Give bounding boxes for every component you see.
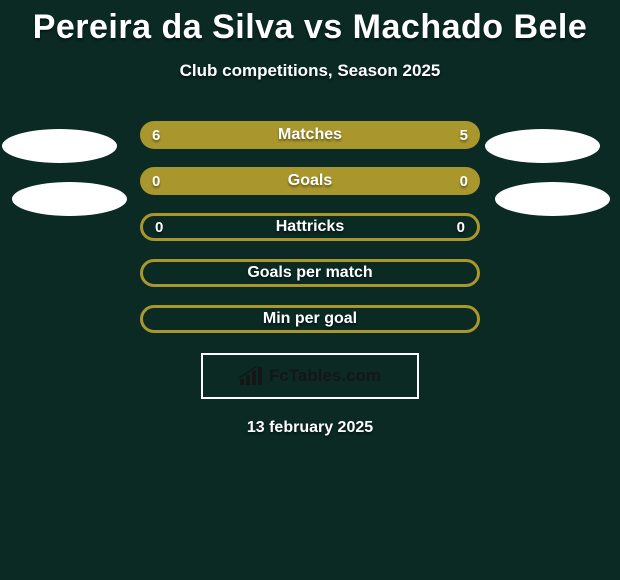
stat-label: Min per goal — [143, 308, 477, 330]
stat-label: Goals per match — [143, 262, 477, 284]
stat-row-hattricks: 0 Hattricks 0 — [140, 213, 480, 241]
stats-area: 6 Matches 5 0 Goals 0 0 Hattricks 0 Goal… — [0, 121, 620, 437]
date-label: 13 february 2025 — [0, 419, 620, 437]
brand-text: FcTables.com — [269, 366, 381, 386]
stat-label: Matches — [140, 121, 480, 149]
team-right-badge-1 — [485, 129, 600, 163]
stat-right-value: 0 — [457, 216, 465, 238]
stat-label: Goals — [140, 167, 480, 195]
page-title: Pereira da Silva vs Machado Bele — [0, 0, 620, 47]
team-left-badge-1 — [2, 129, 117, 163]
subtitle: Club competitions, Season 2025 — [0, 61, 620, 81]
stat-row-min-per-goal: Min per goal — [140, 305, 480, 333]
team-right-badge-2 — [495, 182, 610, 216]
stat-right-value: 0 — [460, 167, 468, 195]
stat-row-goals-per-match: Goals per match — [140, 259, 480, 287]
team-left-badge-2 — [12, 182, 127, 216]
stat-row-goals: 0 Goals 0 — [140, 167, 480, 195]
stat-label: Hattricks — [143, 216, 477, 238]
stat-row-matches: 6 Matches 5 — [140, 121, 480, 149]
stat-right-value: 5 — [460, 121, 468, 149]
bar-chart-icon — [239, 366, 263, 386]
brand-box: FcTables.com — [201, 353, 419, 399]
